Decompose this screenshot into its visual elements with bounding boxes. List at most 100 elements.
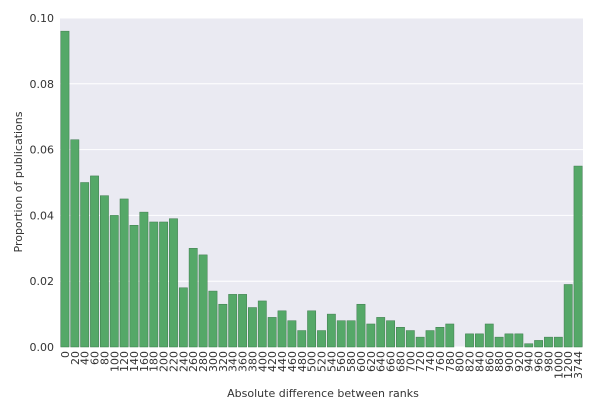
x-tick-label: 720 — [414, 351, 427, 372]
bar — [109, 215, 119, 348]
bar — [563, 284, 573, 348]
x-tick-label: 440 — [276, 351, 289, 372]
bar — [70, 139, 80, 348]
bar — [90, 175, 99, 348]
plot-area — [60, 18, 583, 347]
bar — [188, 248, 198, 348]
x-tick-label: 240 — [177, 351, 190, 372]
bar — [366, 323, 376, 348]
x-tick-label: 940 — [523, 351, 536, 372]
bar — [287, 320, 297, 348]
x-tick-label: 820 — [464, 351, 477, 372]
x-tick-label: 860 — [483, 351, 496, 372]
bar — [198, 254, 208, 348]
x-tick-label: 40 — [79, 351, 92, 365]
bar — [484, 323, 494, 348]
bar — [248, 307, 257, 348]
x-tick-label: 620 — [365, 351, 378, 372]
x-tick-label: 400 — [256, 351, 269, 372]
bar — [178, 287, 188, 348]
bar — [60, 30, 70, 348]
x-tick-label: 200 — [158, 351, 171, 372]
bar — [494, 336, 504, 348]
x-tick-label: 960 — [533, 351, 546, 372]
bar — [297, 330, 307, 348]
x-tick-label: 220 — [167, 351, 180, 372]
bar — [307, 310, 317, 348]
x-tick-label: 840 — [473, 351, 486, 372]
bar — [524, 343, 534, 348]
x-tick-label: 3744 — [572, 351, 585, 379]
bar — [159, 221, 169, 348]
x-tick-label: 280 — [197, 351, 210, 372]
bar — [267, 317, 277, 348]
x-tick-label: 360 — [237, 351, 250, 372]
x-tick-label: 1000 — [552, 351, 565, 379]
y-axis-label: Proportion of publications — [12, 111, 25, 252]
x-tick-label: 0 — [59, 351, 72, 358]
x-tick-label: 320 — [217, 351, 230, 372]
x-tick-label: 500 — [306, 351, 319, 372]
bar — [238, 294, 247, 348]
y-tick-label: 0.02 — [30, 275, 55, 288]
y-tick-label: 0.08 — [30, 78, 55, 91]
bar — [80, 182, 90, 348]
y-tick-label: 0.00 — [30, 341, 55, 354]
bar — [386, 320, 395, 348]
bar — [396, 327, 405, 348]
bar — [100, 195, 109, 348]
x-tick-label: 680 — [394, 351, 407, 372]
bar — [474, 333, 484, 348]
bar — [376, 317, 386, 348]
x-tick-label: 160 — [138, 351, 151, 372]
bar — [573, 165, 583, 348]
bar — [228, 294, 238, 348]
x-tick-label: 700 — [404, 351, 417, 372]
x-tick-label: 560 — [335, 351, 348, 372]
bar — [218, 303, 228, 348]
bar — [425, 330, 435, 348]
bar — [356, 303, 366, 348]
x-tick-label: 260 — [187, 351, 200, 372]
y-tick-label: 0.04 — [30, 209, 55, 222]
x-tick-label: 920 — [513, 351, 526, 372]
x-tick-label: 480 — [296, 351, 309, 372]
x-tick-label: 660 — [385, 351, 398, 372]
x-tick-label: 340 — [227, 351, 240, 372]
bar — [465, 333, 474, 348]
bar — [544, 336, 553, 348]
x-tick-label: 120 — [118, 351, 131, 372]
x-tick-label: 520 — [316, 351, 329, 372]
x-tick-label: 900 — [503, 351, 516, 372]
x-tick-label: 1200 — [562, 351, 575, 379]
bar — [553, 336, 563, 348]
x-tick-label: 740 — [424, 351, 437, 372]
bar — [435, 327, 445, 348]
bar — [129, 225, 139, 348]
bar — [415, 336, 425, 348]
x-tick-label: 140 — [128, 351, 141, 372]
bar — [534, 340, 543, 348]
x-tick-label: 640 — [375, 351, 388, 372]
x-tick-label: 180 — [148, 351, 161, 372]
bar — [149, 221, 159, 348]
bar — [504, 333, 514, 348]
bar — [139, 211, 149, 348]
x-tick-label: 100 — [108, 351, 121, 372]
x-tick-label: 20 — [69, 351, 82, 365]
x-tick-label: 540 — [325, 351, 338, 372]
x-tick-label: 300 — [207, 351, 220, 372]
bar — [277, 310, 287, 348]
bar — [169, 218, 178, 348]
x-axis-label: Absolute difference between ranks — [227, 387, 419, 400]
x-tick-label: 420 — [266, 351, 279, 372]
bar — [257, 300, 267, 348]
x-tick-label: 380 — [246, 351, 259, 372]
bar — [326, 313, 336, 348]
x-tick-label: 460 — [286, 351, 299, 372]
bar — [208, 290, 218, 348]
x-tick-label: 60 — [89, 351, 102, 365]
bar — [346, 320, 356, 348]
bar — [317, 330, 326, 348]
x-tick-label: 980 — [542, 351, 555, 372]
